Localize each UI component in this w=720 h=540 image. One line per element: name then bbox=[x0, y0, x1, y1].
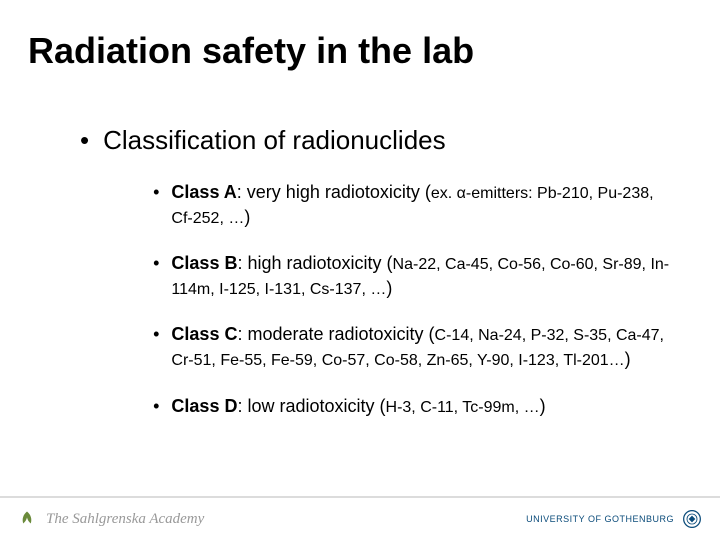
l1-item: Classification of radionuclides Class A:… bbox=[80, 125, 670, 440]
leaf-icon bbox=[18, 510, 36, 528]
right-institution: UNIVERSITY OF GOTHENBURG bbox=[526, 509, 702, 529]
class-a-label: Class A bbox=[171, 182, 236, 202]
left-institution: The Sahlgrenska Academy bbox=[18, 510, 204, 528]
class-c-desc: : moderate radiotoxicity ( bbox=[237, 324, 434, 344]
slide: Radiation safety in the lab Classificati… bbox=[0, 0, 720, 540]
bullet-level-1: Classification of radionuclides Class A:… bbox=[80, 125, 670, 440]
class-a-item: Class A: very high radiotoxicity (ex. α-… bbox=[153, 180, 670, 229]
class-a-desc: : very high radiotoxicity ( bbox=[237, 182, 431, 202]
class-d-close: ) bbox=[540, 396, 546, 416]
class-d-desc: : low radiotoxicity ( bbox=[237, 396, 385, 416]
class-b-desc: : high radiotoxicity ( bbox=[237, 253, 392, 273]
left-inst-text: The Sahlgrenska Academy bbox=[46, 511, 204, 528]
class-b-item: Class B: high radiotoxicity (Na-22, Ca-4… bbox=[153, 251, 670, 300]
content-area: Classification of radionuclides Class A:… bbox=[80, 125, 670, 458]
slide-title: Radiation safety in the lab bbox=[28, 30, 474, 72]
bullet-level-2: Class A: very high radiotoxicity (ex. α-… bbox=[153, 180, 670, 418]
footer: The Sahlgrenska Academy UNIVERSITY OF GO… bbox=[0, 496, 720, 540]
class-b-label: Class B bbox=[171, 253, 237, 273]
class-d-ex: H-3, C-11, Tc-99m, … bbox=[386, 399, 540, 416]
class-c-label: Class C bbox=[171, 324, 237, 344]
class-d-item: Class D: low radiotoxicity (H-3, C-11, T… bbox=[153, 394, 670, 419]
seal-icon bbox=[682, 509, 702, 529]
right-inst-text: UNIVERSITY OF GOTHENBURG bbox=[526, 514, 674, 524]
class-b-close: ) bbox=[386, 278, 392, 298]
class-a-close: ) bbox=[244, 207, 250, 227]
class-c-item: Class C: moderate radiotoxicity (C-14, N… bbox=[153, 322, 670, 371]
l1-text: Classification of radionuclides bbox=[103, 125, 446, 155]
class-c-close: ) bbox=[625, 349, 631, 369]
class-d-label: Class D bbox=[171, 396, 237, 416]
